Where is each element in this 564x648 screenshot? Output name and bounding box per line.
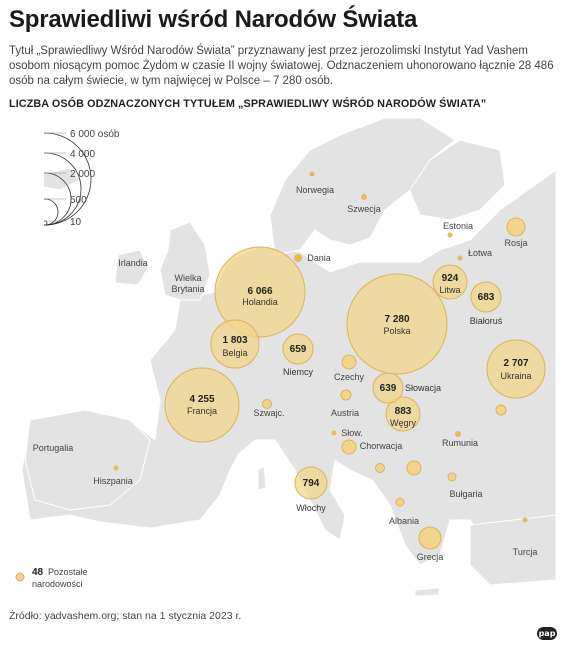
pap-logo: pap — [537, 627, 557, 640]
label-niemcy: Niemcy — [283, 367, 314, 377]
value-holandia: 6 066 — [247, 286, 272, 297]
label-francja: Francja — [187, 406, 217, 416]
legend-leaders — [45, 132, 66, 222]
bubble-bialorus — [470, 281, 502, 313]
legend-label-6000: 6 000 osób — [70, 129, 120, 140]
value-slowacja: 639 — [380, 383, 397, 394]
label-bialorus: Białoruś — [470, 316, 503, 326]
small-dots — [15, 171, 528, 582]
value-belgia: 1 803 — [222, 335, 247, 346]
value-wegry: 883 — [395, 406, 412, 417]
label-albania: Albania — [389, 516, 419, 526]
bubble-belgia — [210, 319, 260, 369]
label-szwecja: Szwecja — [347, 204, 381, 214]
bubble-holandia — [214, 246, 306, 338]
bubbles — [164, 246, 546, 500]
label-estonia: Estonia — [443, 221, 473, 231]
others-label-2: narodowości — [32, 579, 83, 589]
bubble-slowacja — [372, 372, 404, 404]
label-norwegia: Norwegia — [296, 185, 334, 195]
page-title: Sprawiedliwi wśród Narodów Świata — [9, 6, 418, 33]
label-belgia: Belgia — [222, 348, 247, 358]
label-wlochy: Włochy — [296, 503, 326, 513]
label-rumunia: Rumunia — [442, 438, 478, 448]
label-brytania: Brytania — [171, 284, 204, 294]
label-holandia: Holandia — [242, 297, 278, 307]
intro-text: Tytuł „Sprawiedliwy Wśród Narodów Świata… — [9, 45, 554, 87]
label-dania: Dania — [307, 253, 331, 263]
bubble-ukraina — [486, 339, 546, 399]
legend-mask — [0, 125, 44, 235]
label-polska: Polska — [383, 326, 410, 336]
label-bulgaria: Bułgaria — [449, 489, 482, 499]
legend-label-4000: 4 000 — [70, 149, 95, 160]
label-slowacja: Słowacja — [405, 383, 441, 393]
label-czechy: Czechy — [334, 372, 365, 382]
value-bialorus: 683 — [478, 292, 495, 303]
value-niemcy: 659 — [290, 344, 307, 355]
value-ukraina: 2 707 — [503, 358, 528, 369]
bubble-wlochy — [294, 466, 328, 500]
label-slowenia: Słow. — [341, 428, 363, 438]
land-shapes — [21, 117, 557, 597]
label-lotwa: Łotwa — [468, 248, 492, 258]
label-hiszpania: Hiszpania — [93, 476, 133, 486]
bubble-litwa — [432, 264, 468, 300]
value-wlochy: 794 — [303, 478, 320, 489]
value-francja: 4 255 — [189, 394, 214, 405]
label-grecja: Grecja — [417, 552, 444, 562]
others-label-1: Pozostałe — [48, 567, 88, 577]
label-austria: Austria — [331, 408, 359, 418]
label-szwajcaria: Szwajc. — [253, 408, 284, 418]
label-litwa: Litwa — [439, 285, 460, 295]
label-turcja: Turcja — [513, 547, 538, 557]
label-wegry: Węgry — [390, 418, 417, 428]
value-litwa: 924 — [442, 273, 459, 284]
label-rosja: Rosja — [504, 238, 527, 248]
label-wielka: Wielka — [174, 273, 201, 283]
source-note: Źródło: yadvashem.org; stan na 1 styczni… — [9, 610, 242, 622]
label-ukraina: Ukraina — [500, 371, 531, 381]
others-value: 48 — [32, 567, 44, 578]
label-chorwacja: Chorwacja — [360, 441, 403, 451]
legend-label-2000: 2 000 — [70, 169, 95, 180]
legend-label-10: 10 — [70, 217, 82, 228]
map-subheading: LICZBA OSÓB ODZNACZONYCH TYTUŁEM „SPRAWI… — [9, 98, 487, 110]
bubble-francja — [164, 367, 240, 443]
bubble-polska — [346, 273, 448, 375]
bubble-niemcy — [282, 333, 314, 365]
label-portugalia: Portugalia — [33, 443, 74, 453]
bubble-wegry — [385, 396, 421, 432]
label-irlandia: Irlandia — [118, 258, 148, 268]
value-polska: 7 280 — [384, 314, 409, 325]
legend-label-500: 500 — [70, 195, 87, 206]
